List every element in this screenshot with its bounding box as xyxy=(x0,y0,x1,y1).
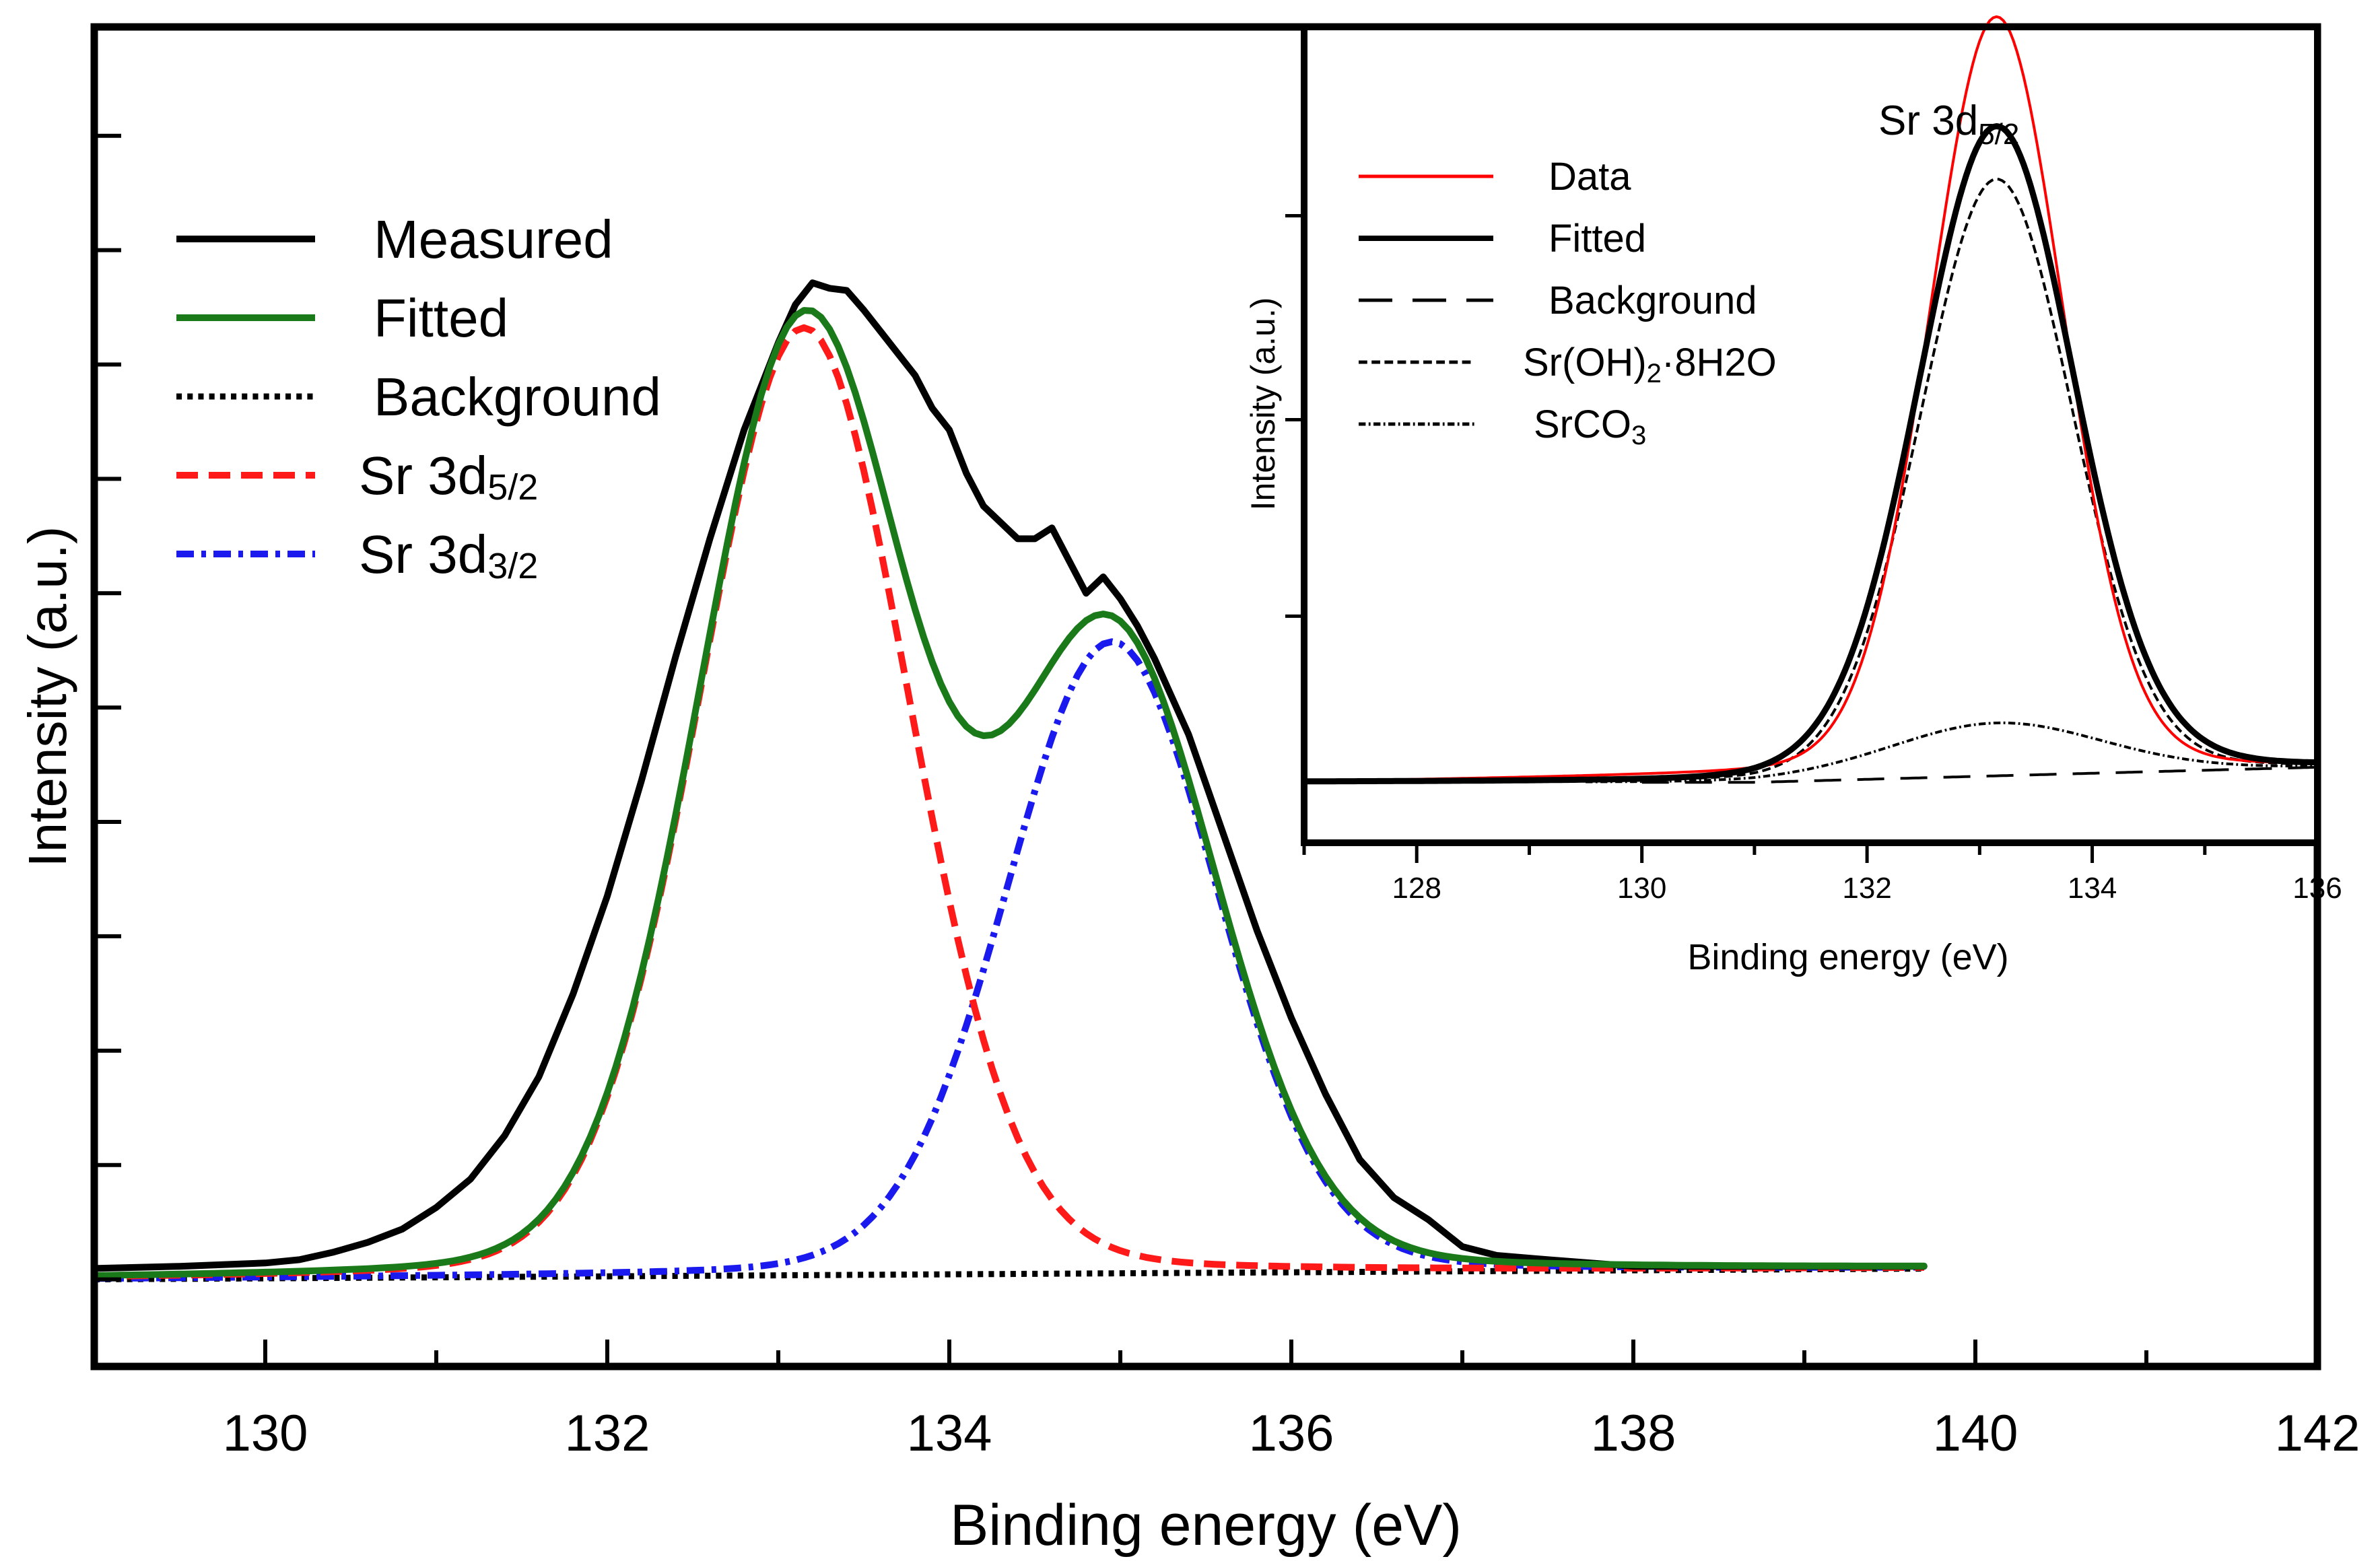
inset-series-line-fitted xyxy=(1304,123,2318,785)
main-curves xyxy=(91,279,1928,1283)
inset-y-axis xyxy=(1285,25,1304,618)
series-line-fitted xyxy=(91,307,1928,1279)
inset-legend-label: Data xyxy=(1549,155,1631,199)
x-tick-label: 136 xyxy=(1249,1405,1334,1462)
series-line-measured xyxy=(91,279,1928,1272)
inset-chart: 128 130 132 134 136 Binding energy (eV) Inte… xyxy=(1244,15,2342,977)
inset-title: Sr 3d5/2 xyxy=(1878,98,2019,151)
legend-label: Sr 3d5/2 xyxy=(359,446,538,508)
x-tick-label: 142 xyxy=(2275,1405,2360,1462)
inset-curves xyxy=(1303,15,2318,785)
inset-legend-label: Background xyxy=(1549,279,1757,322)
x-tick-label: 134 xyxy=(907,1405,992,1462)
inset-x-axis-label: Binding energy (eV) xyxy=(1687,937,2008,977)
legend-item-fitted: Fitted xyxy=(176,288,508,348)
inset-plot-background xyxy=(1301,27,2317,843)
legend-item-sr-3d5-2: Sr 3d5/2 xyxy=(176,446,538,508)
inset-legend-item-background: Background xyxy=(1359,279,1757,322)
inset-x-tick-label: 132 xyxy=(1842,872,1891,905)
inset-legend-item-srco3: SrCO3 xyxy=(1359,403,1646,450)
inset-series-line-background xyxy=(1641,765,2318,784)
inset-y-axis-label: Intensity (a.u.) xyxy=(1244,298,1282,511)
main-chart: 130 132 134 136 138 140 142 Binding energy (eV… xyxy=(18,23,2360,1558)
inset-legend: Data Fitted Background Sr(OH)2·8H2O SrCO3 xyxy=(1359,155,1777,450)
legend-item-sr-3d3-2: Sr 3d3/2 xyxy=(176,524,538,586)
x-tick-label: 138 xyxy=(1591,1405,1676,1462)
main-y-axis-label: Intensity (a.u.) xyxy=(18,526,77,868)
legend-label: Sr 3d3/2 xyxy=(359,524,538,586)
inset-x-tick-label: 134 xyxy=(2068,872,2117,905)
inset-legend-item-data: Data xyxy=(1359,155,1631,199)
inset-x-tick-label: 130 xyxy=(1617,872,1666,905)
legend-item-background: Background xyxy=(176,367,661,427)
inset-series-line-srco3 xyxy=(1586,721,2315,784)
x-tick-label: 130 xyxy=(223,1405,308,1462)
main-x-axis-label: Binding energy (eV) xyxy=(950,1493,1462,1558)
legend-label: Measured xyxy=(374,209,613,269)
main-x-axis: 130 132 134 136 138 140 142 xyxy=(92,1340,2360,1462)
legend-item-measured: Measured xyxy=(176,209,613,269)
inset-legend-label: Sr(OH)2·8H2O xyxy=(1523,341,1777,388)
legend-label: Fitted xyxy=(374,288,508,348)
inset-x-tick-label: 136 xyxy=(2292,872,2342,905)
inset-legend-label: Fitted xyxy=(1549,217,1646,261)
main-legend: Measured Fitted Background Sr 3d5/2 Sr 3d3/2 xyxy=(176,209,661,586)
x-tick-label: 140 xyxy=(1933,1405,2018,1462)
inset-x-axis: 128 130 132 134 136 xyxy=(1302,843,2342,905)
inset-x-tick-label: 128 xyxy=(1392,872,1441,905)
inset-legend-label: SrCO3 xyxy=(1534,403,1646,450)
main-y-axis xyxy=(94,133,121,1282)
inset-plot-frame xyxy=(1301,24,2321,846)
legend-label: Background xyxy=(374,367,661,427)
inset-legend-item-fitted: Fitted xyxy=(1359,217,1646,261)
inset-legend-item-sr-oh-2-8h2o: Sr(OH)2·8H2O xyxy=(1359,341,1777,388)
x-tick-label: 132 xyxy=(565,1405,650,1462)
inset-series-line-sr-oh-2-8h2o xyxy=(1698,178,2317,779)
